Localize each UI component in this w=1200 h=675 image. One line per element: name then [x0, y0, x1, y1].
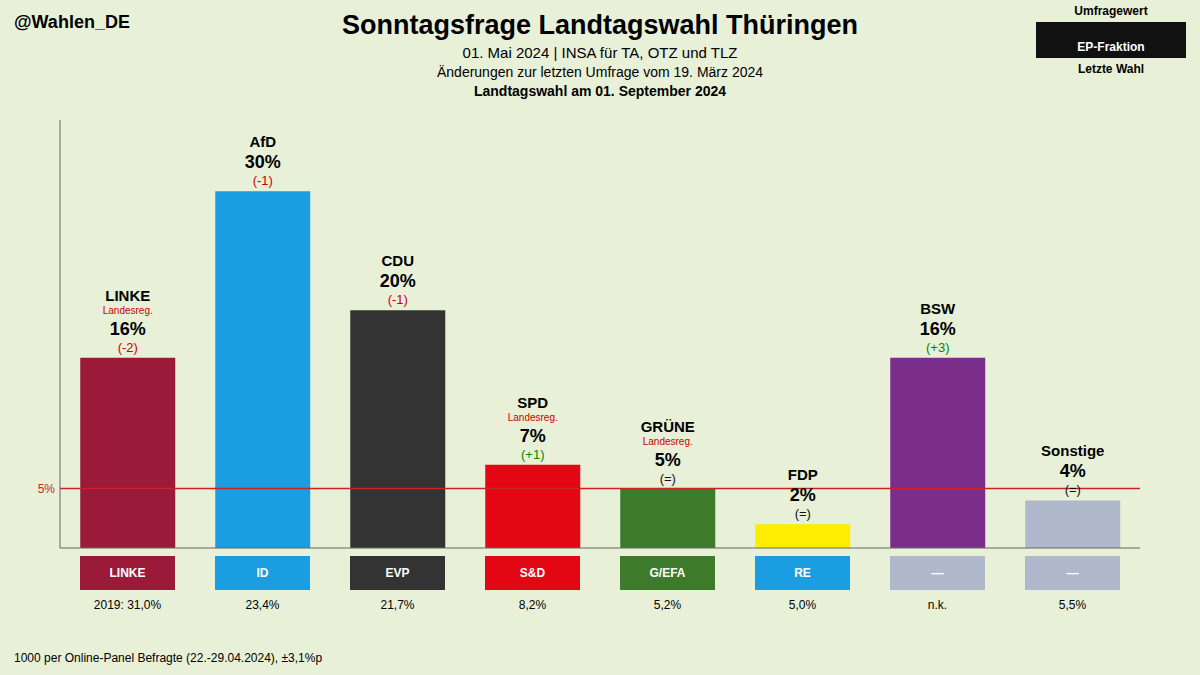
html-text:8,2%: 8,2% [518, 598, 547, 612]
html-text:5,2%: 5,2% [653, 598, 682, 612]
html-text:23,4%: 23,4% [245, 598, 280, 612]
html-text:Änderungen zur letzten Umfrage: Änderungen zur letzten Umfrage vom 19. M… [437, 64, 763, 80]
svg-text:(=): (=) [660, 471, 676, 486]
svg-text:(-2): (-2) [118, 340, 138, 355]
html-text:Sonntagsfrage Landtagswahl Thü: Sonntagsfrage Landtagswahl Thüringen [342, 10, 858, 40]
html-text:Landtagswahl am 01. September: Landtagswahl am 01. September 2024 [473, 83, 726, 99]
svg-text:CDU: CDU [382, 252, 415, 269]
svg-text:FDP: FDP [788, 466, 818, 483]
svg-text:Landesreg.: Landesreg. [103, 305, 153, 316]
svg-text:2%: 2% [790, 485, 816, 505]
html-text:Umfragewert: Umfragewert [1074, 4, 1148, 18]
html-text:@Wahlen_DE: @Wahlen_DE [14, 12, 130, 32]
html-text:S&D: S&D [519, 566, 546, 580]
svg-text:(+1): (+1) [521, 447, 544, 462]
svg-text:5%: 5% [655, 450, 681, 470]
svg-text:BSW: BSW [920, 300, 956, 317]
html-text:1000 per Online-Panel Befragte: 1000 per Online-Panel Befragte (22.-29.0… [14, 651, 323, 665]
svg-text:30%: 30% [245, 152, 281, 172]
svg-text:GRÜNE: GRÜNE [641, 418, 695, 435]
html-text:n.k.: n.k. [927, 598, 948, 612]
html-text:LINKE: LINKE [109, 566, 146, 580]
html-text:5,0%: 5,0% [788, 598, 817, 612]
html-text:Letzte Wahl: Letzte Wahl [1077, 62, 1145, 76]
svg-text:16%: 16% [920, 319, 956, 339]
html-text:01. Mai 2024 | INSA für TA, OT: 01. Mai 2024 | INSA für TA, OTZ und TLZ [462, 44, 738, 61]
svg-text:(=): (=) [795, 506, 811, 521]
svg-text:16%: 16% [110, 319, 146, 339]
svg-text:Landesreg.: Landesreg. [508, 412, 558, 423]
svg-text:(+3): (+3) [926, 340, 949, 355]
html-text:G/EFA: G/EFA [649, 566, 686, 580]
svg-text:Sonstige: Sonstige [1041, 442, 1104, 459]
svg-text:Landesreg.: Landesreg. [643, 436, 693, 447]
svg-text:(=): (=) [1065, 482, 1081, 497]
svg-text:(-1): (-1) [253, 173, 273, 188]
svg-text:5%: 5% [38, 482, 56, 496]
html-text:RE: RE [794, 566, 811, 580]
html-text:EP-Fraktion: EP-Fraktion [1077, 40, 1145, 54]
html-text:EVP: EVP [385, 566, 410, 580]
svg-text:20%: 20% [380, 271, 416, 291]
html-text:21,7%: 21,7% [380, 598, 415, 612]
html-text:5,5%: 5,5% [1058, 598, 1087, 612]
svg-text:(-1): (-1) [388, 292, 408, 307]
html-text:2019: 31,0%: 2019: 31,0% [93, 598, 162, 612]
html-text:ID: ID [256, 566, 269, 580]
svg-text:7%: 7% [520, 426, 546, 446]
svg-text:SPD: SPD [517, 394, 548, 411]
svg-text:LINKE: LINKE [105, 287, 150, 304]
svg-text:AfD: AfD [249, 133, 276, 150]
svg-text:4%: 4% [1060, 461, 1086, 481]
